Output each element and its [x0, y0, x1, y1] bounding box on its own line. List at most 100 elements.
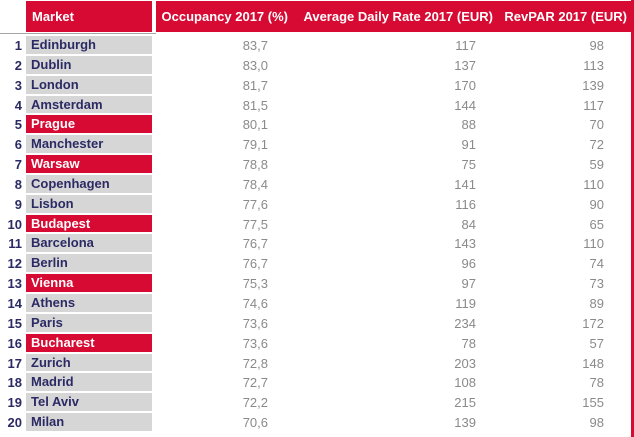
revpar-cell[interactable]: 72: [589, 137, 604, 153]
adr-cell[interactable]: 97: [461, 276, 476, 292]
revpar-cell[interactable]: 70: [589, 117, 604, 133]
rank-cell[interactable]: 3: [14, 77, 22, 93]
revpar-cell[interactable]: 57: [589, 335, 604, 351]
adr-cell[interactable]: 91: [461, 137, 476, 153]
rank-cell[interactable]: 8: [14, 176, 22, 192]
market-cell[interactable]: Budapest: [26, 214, 152, 235]
revpar-cell[interactable]: 73: [589, 276, 604, 292]
market-cell[interactable]: Tel Aviv: [26, 393, 152, 414]
rank-cell[interactable]: 1: [14, 38, 22, 53]
rank-cell[interactable]: 5: [14, 117, 22, 133]
adr-cell[interactable]: 144: [454, 97, 476, 113]
rank-cell[interactable]: 2: [14, 57, 22, 73]
adr-cell[interactable]: 116: [455, 196, 476, 212]
market-cell[interactable]: Zurich: [26, 353, 152, 374]
occupancy-cell[interactable]: 73,6: [242, 335, 268, 351]
market-cell[interactable]: Paris: [26, 313, 152, 334]
adr-cell[interactable]: 119: [455, 295, 476, 311]
rank-cell[interactable]: 19: [7, 395, 22, 411]
occupancy-cell[interactable]: 73,6: [242, 315, 268, 331]
market-cell[interactable]: London: [26, 75, 152, 96]
revpar-cell[interactable]: 89: [589, 295, 604, 311]
revpar-cell[interactable]: 139: [582, 77, 604, 93]
occupancy-cell[interactable]: 75,3: [242, 276, 268, 292]
market-cell[interactable]: Vienna: [26, 274, 152, 294]
adr-cell[interactable]: 75: [461, 157, 476, 173]
occupancy-cell[interactable]: 79,1: [242, 137, 268, 153]
market-cell[interactable]: Berlin: [26, 254, 152, 275]
adr-cell[interactable]: 139: [454, 415, 476, 431]
market-cell[interactable]: Edinburgh: [26, 36, 152, 56]
market-cell[interactable]: Manchester: [26, 135, 152, 156]
market-cell[interactable]: Dublin: [26, 55, 152, 76]
rank-cell[interactable]: 7: [14, 157, 22, 173]
occupancy-cell[interactable]: 76,7: [242, 256, 268, 272]
adr-cell[interactable]: 88: [461, 117, 476, 133]
rank-cell[interactable]: 16: [7, 335, 22, 351]
adr-cell[interactable]: 143: [454, 236, 476, 252]
adr-cell[interactable]: 203: [454, 355, 476, 371]
adr-cell[interactable]: 170: [454, 77, 476, 93]
occupancy-cell[interactable]: 81,5: [242, 97, 268, 113]
occupancy-cell[interactable]: 72,2: [242, 395, 268, 411]
revpar-cell[interactable]: 98: [589, 415, 604, 431]
market-cell[interactable]: Barcelona: [26, 234, 152, 255]
market-cell[interactable]: Athens: [26, 293, 152, 314]
market-cell[interactable]: Bucharest: [26, 333, 152, 354]
revpar-cell[interactable]: 117: [583, 97, 604, 113]
rank-cell[interactable]: 14: [7, 295, 22, 311]
revpar-cell[interactable]: 78: [589, 375, 604, 391]
occupancy-cell[interactable]: 72,8: [242, 355, 268, 371]
occupancy-cell[interactable]: 83,7: [242, 38, 268, 53]
rank-cell[interactable]: 15: [7, 315, 22, 331]
revpar-cell[interactable]: 110: [583, 236, 604, 252]
col-header-occupancy[interactable]: Occupancy 2017 (%): [161, 9, 288, 24]
adr-cell[interactable]: 234: [454, 315, 476, 331]
occupancy-cell[interactable]: 80,1: [242, 117, 268, 133]
revpar-cell[interactable]: 110: [583, 176, 604, 192]
revpar-cell[interactable]: 148: [582, 355, 604, 371]
rank-cell[interactable]: 17: [7, 355, 22, 371]
occupancy-cell[interactable]: 77,5: [242, 216, 268, 232]
adr-cell[interactable]: 108: [454, 375, 476, 391]
col-header-adr[interactable]: Average Daily Rate 2017 (EUR): [303, 9, 493, 24]
occupancy-cell[interactable]: 74,6: [242, 295, 268, 311]
market-cell[interactable]: Prague: [26, 115, 152, 136]
adr-cell[interactable]: 215: [454, 395, 476, 411]
adr-cell[interactable]: 141: [454, 176, 476, 192]
occupancy-cell[interactable]: 81,7: [242, 77, 268, 93]
revpar-cell[interactable]: 172: [582, 315, 604, 331]
revpar-cell[interactable]: 74: [589, 256, 604, 272]
rank-cell[interactable]: 4: [14, 97, 22, 113]
rank-cell[interactable]: 12: [7, 256, 22, 272]
market-cell[interactable]: Lisbon: [26, 194, 152, 215]
adr-cell[interactable]: 117: [455, 38, 476, 53]
revpar-cell[interactable]: 90: [589, 196, 604, 212]
adr-cell[interactable]: 137: [454, 57, 476, 73]
market-cell[interactable]: Amsterdam: [26, 95, 152, 116]
rank-cell[interactable]: 20: [7, 415, 22, 431]
market-cell[interactable]: Copenhagen: [26, 174, 152, 195]
rank-cell[interactable]: 10: [7, 216, 22, 232]
rank-cell[interactable]: 9: [14, 196, 22, 212]
adr-cell[interactable]: 96: [461, 256, 476, 272]
occupancy-cell[interactable]: 83,0: [242, 57, 268, 73]
rank-cell[interactable]: 18: [7, 375, 22, 391]
occupancy-cell[interactable]: 78,8: [242, 157, 268, 173]
rank-cell[interactable]: 13: [7, 276, 22, 292]
revpar-cell[interactable]: 155: [582, 395, 604, 411]
revpar-cell[interactable]: 113: [583, 57, 604, 73]
occupancy-cell[interactable]: 72,7: [242, 375, 268, 391]
rank-cell[interactable]: 11: [8, 236, 22, 252]
col-header-revpar[interactable]: RevPAR 2017 (EUR): [504, 9, 627, 24]
occupancy-cell[interactable]: 77,6: [242, 196, 268, 212]
occupancy-cell[interactable]: 76,7: [242, 236, 268, 252]
market-cell[interactable]: Warsaw: [26, 155, 152, 175]
revpar-cell[interactable]: 65: [589, 216, 604, 232]
revpar-cell[interactable]: 98: [589, 38, 604, 53]
adr-cell[interactable]: 84: [461, 216, 476, 232]
adr-cell[interactable]: 78: [461, 335, 476, 351]
col-header-market[interactable]: Market: [32, 9, 74, 24]
market-cell[interactable]: Madrid: [26, 373, 152, 394]
revpar-cell[interactable]: 59: [589, 157, 604, 173]
